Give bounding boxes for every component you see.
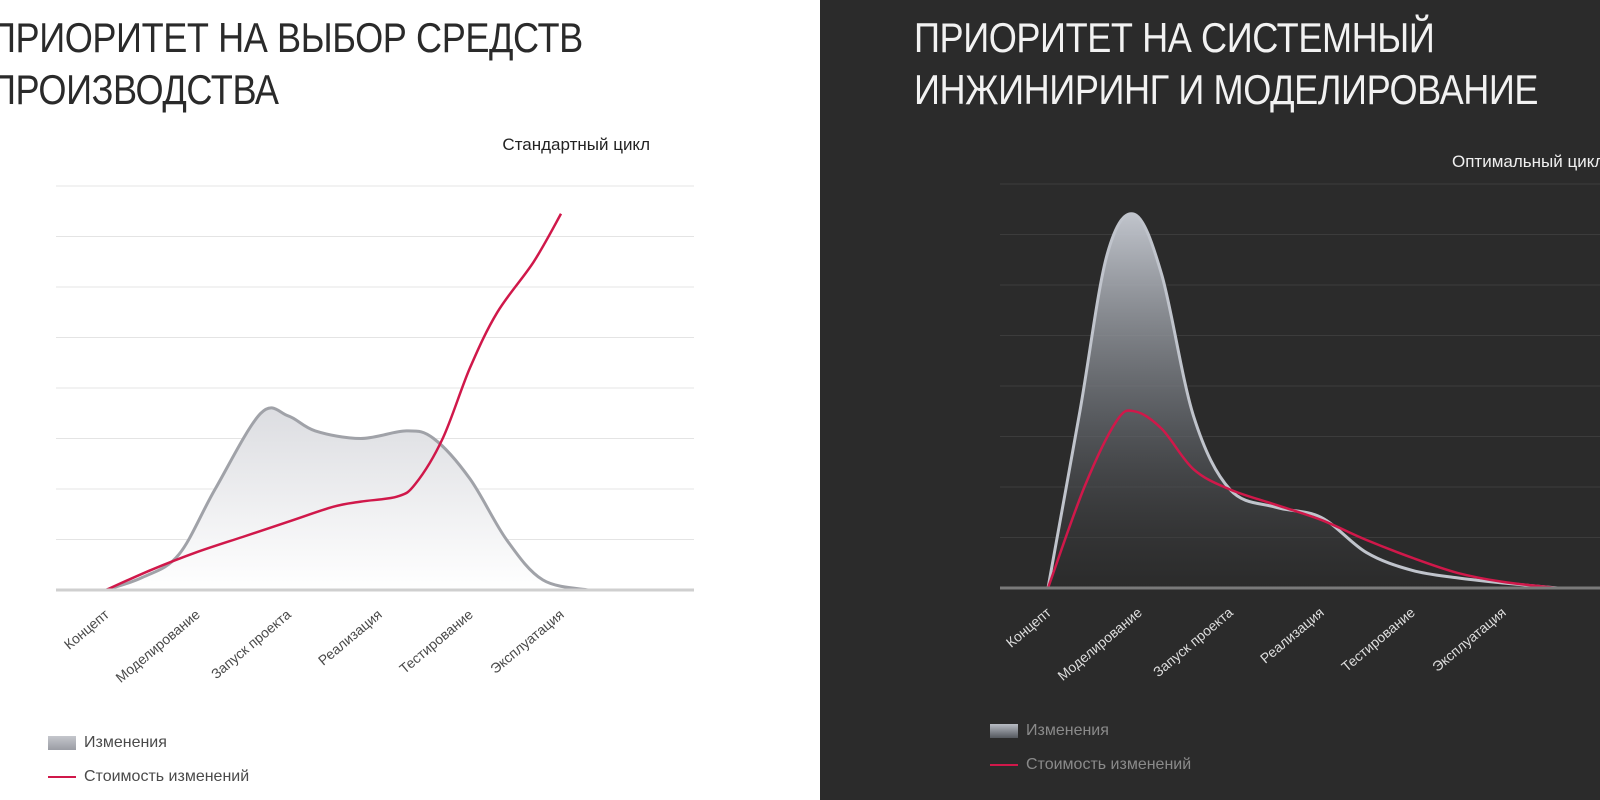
right-chart-subtitle: Оптимальный цикл [1452, 152, 1600, 171]
left-x-tick-label: Тестирование [396, 606, 476, 677]
right-title-line-2: ИНЖИНИРИНГ И МОДЕЛИРОВАНИЕ [914, 66, 1539, 113]
left-changes-area [106, 407, 589, 590]
right-chart-title: ПРИОРИТЕТ НА СИСТЕМНЫЙ ИНЖИНИРИНГ И МОДЕ… [914, 12, 1539, 116]
left-x-tick-label: Реализация [315, 606, 385, 668]
left-legend-cost-label: Стоимость изменений [84, 768, 250, 785]
right-chart-svg: Оптимальный цикл Концепт Моделирование Зап… [1000, 152, 1600, 684]
right-changes-area [1048, 213, 1558, 588]
right-legend-changes-swatch [990, 724, 1018, 738]
left-legend-changes-swatch [48, 736, 76, 750]
left-title-line-1: ПРИОРИТЕТ НА ВЫБОР СРЕДСТВ [0, 14, 583, 61]
right-legend-cost: Стоимость изменений [990, 756, 1191, 774]
left-plot-group: Концепт Моделирование Запуск проекта Реализ… [56, 185, 694, 686]
left-x-tick-label: Концепт [61, 606, 113, 653]
right-x-tick-label: Моделирование [1054, 604, 1145, 684]
right-title-line-1: ПРИОРИТЕТ НА СИСТЕМНЫЙ [914, 14, 1435, 61]
right-plot-group: Концепт Моделирование Запуск проекта Реализ… [1000, 183, 1600, 684]
left-chart-subtitle: Стандартный цикл [502, 135, 650, 154]
left-changes-line [105, 406, 589, 592]
left-x-tick-label: Запуск проекта [208, 606, 294, 682]
left-legend-cost: Стоимость изменений [48, 768, 249, 786]
left-legend-cost-swatch [48, 776, 76, 778]
right-legend-changes-label: Изменения [1026, 722, 1109, 739]
right-x-tick-label: Реализация [1257, 604, 1327, 666]
left-legend-changes: Изменения [48, 734, 167, 752]
left-legend-changes-label: Изменения [84, 734, 167, 751]
right-changes-line [1046, 212, 1558, 590]
left-chart-panel: Стандартный цикл Концепт Моделирование Зап… [0, 12, 694, 786]
left-chart-svg: Стандартный цикл Концепт Моделирование Зап… [56, 135, 694, 686]
right-chart-panel: Оптимальный цикл Концепт Моделирование Зап… [820, 0, 1600, 800]
right-cost-line [1046, 409, 1558, 590]
right-legend-cost-label: Стоимость изменений [1026, 756, 1192, 773]
left-title-line-2: ПРОИЗВОДСТВА [0, 66, 279, 113]
right-x-tick-label: Тестирование [1338, 604, 1418, 675]
right-legend-cost-swatch [990, 764, 1018, 766]
right-x-tick-label: Эксплуатация [1429, 604, 1509, 675]
right-legend-changes: Изменения [990, 722, 1109, 740]
right-x-tick-label: Запуск проекта [1150, 604, 1236, 680]
left-cost-line [105, 213, 563, 592]
left-chart-title: ПРИОРИТЕТ НА ВЫБОР СРЕДСТВ ПРОИЗВОДСТВА [0, 12, 583, 116]
right-x-tick-label: Концепт [1003, 604, 1055, 651]
left-x-tick-label: Эксплуатация [487, 606, 567, 677]
left-x-tick-label: Моделирование [112, 606, 203, 686]
